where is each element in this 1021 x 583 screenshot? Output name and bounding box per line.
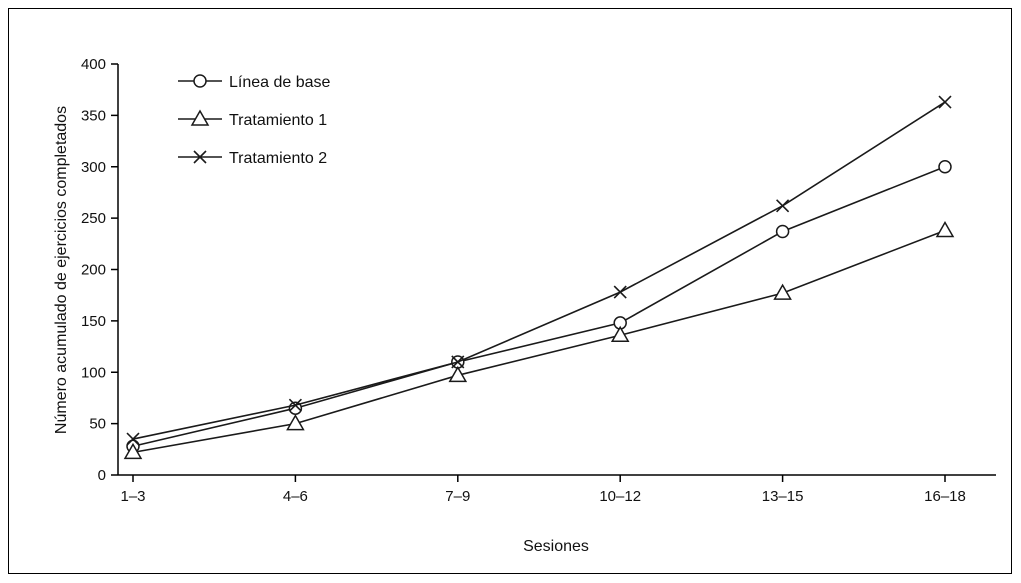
x-tick-label: 1–3 bbox=[120, 488, 145, 505]
y-tick-label: 100 bbox=[81, 364, 106, 381]
chart-frame bbox=[8, 8, 1012, 574]
x-tick-label: 13–15 bbox=[762, 488, 804, 505]
legend-label: Línea de base bbox=[229, 74, 331, 91]
legend-item: Línea de base bbox=[178, 74, 331, 91]
y-tick-label: 200 bbox=[81, 262, 106, 279]
legend-marker bbox=[193, 150, 207, 164]
data-point bbox=[773, 283, 792, 300]
x-tick-label: 4–6 bbox=[283, 488, 308, 505]
series-2 bbox=[123, 220, 955, 460]
x-tick-label: 7–9 bbox=[445, 488, 470, 505]
y-ticks: 0 50 100 150 200 250 300 350 400 bbox=[81, 56, 118, 484]
data-point bbox=[938, 160, 952, 174]
data-point bbox=[938, 95, 952, 109]
legend-item: Tratamiento 1 bbox=[178, 109, 327, 129]
y-tick-label: 0 bbox=[98, 467, 106, 484]
data-point bbox=[776, 199, 790, 213]
series-line bbox=[132, 229, 946, 454]
legend-marker bbox=[190, 109, 210, 126]
series-1 bbox=[126, 160, 952, 453]
legend-label: Tratamiento 1 bbox=[229, 112, 327, 129]
data-point bbox=[286, 414, 305, 431]
data-point bbox=[448, 365, 468, 383]
x-tick-label: 10–12 bbox=[599, 488, 641, 505]
data-point bbox=[775, 224, 790, 239]
x-ticks: 1–3 4–6 7–9 10–12 13–15 16–18 bbox=[120, 475, 966, 505]
y-tick-label: 400 bbox=[81, 56, 106, 73]
y-tick-label: 50 bbox=[89, 416, 106, 433]
y-axis-title: Número acumulado de ejercicios completad… bbox=[53, 106, 70, 434]
legend-label: Tratamiento 2 bbox=[229, 150, 327, 167]
y-tick-label: 250 bbox=[81, 210, 106, 227]
data-point bbox=[126, 432, 140, 446]
data-point bbox=[288, 398, 302, 412]
legend-marker bbox=[193, 74, 207, 88]
data-point bbox=[610, 325, 630, 343]
series-line bbox=[132, 166, 946, 448]
series-line bbox=[132, 101, 946, 440]
x-axis-title: Sesiones bbox=[523, 538, 589, 555]
y-tick-label: 150 bbox=[81, 313, 106, 330]
y-tick-label: 350 bbox=[81, 107, 106, 124]
series-layer bbox=[123, 95, 955, 460]
legend: Línea de base Tratamiento 1 Tratamiento 2 bbox=[178, 74, 331, 167]
x-tick-label: 16–18 bbox=[924, 488, 966, 505]
data-point bbox=[123, 442, 143, 460]
data-point bbox=[451, 355, 465, 369]
y-tick-label: 300 bbox=[81, 159, 106, 176]
data-point bbox=[935, 220, 955, 238]
series-3 bbox=[126, 95, 952, 446]
legend-item: Tratamiento 2 bbox=[178, 150, 327, 167]
data-point bbox=[613, 285, 627, 299]
